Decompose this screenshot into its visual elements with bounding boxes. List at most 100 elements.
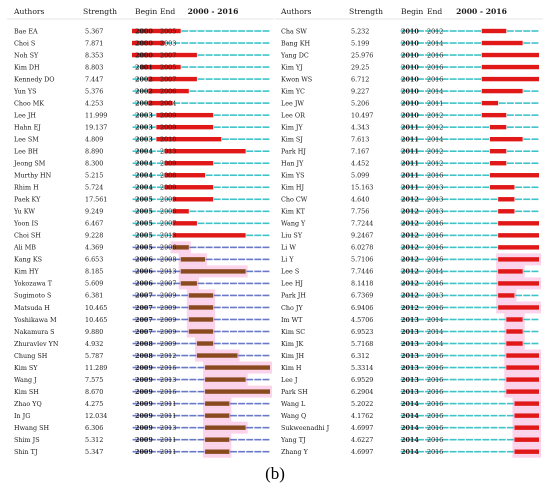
end-year: 2006: [160, 208, 176, 216]
strength-value: 4.6997: [351, 448, 373, 456]
end-year: 2016: [427, 232, 443, 240]
end-year: 2014: [427, 328, 443, 336]
begin-year: 2006: [135, 268, 153, 276]
begin-year: 2003: [135, 111, 153, 119]
burst-bar: [164, 173, 206, 178]
strength-value: 7.167: [351, 148, 369, 156]
author-name: Zhang Y: [281, 448, 309, 456]
strength-value: 9.227: [351, 87, 369, 95]
author-name: Kim JK: [281, 340, 303, 348]
author-name: Im WT: [281, 316, 303, 324]
end-year: 2008: [160, 256, 176, 264]
burst-bar: [205, 377, 246, 382]
figure-caption: (b): [265, 464, 285, 483]
author-name: Kim DH: [14, 63, 40, 71]
burst-bar: [506, 365, 539, 370]
strength-value: 8.185: [85, 268, 103, 276]
author-name: Shin TJ: [14, 448, 38, 456]
burst-bar: [148, 76, 197, 82]
author-name: Kim YS: [281, 172, 305, 180]
end-year: 2011: [160, 412, 176, 420]
begin-year: 2008: [135, 352, 153, 360]
begin-year: 2012: [401, 244, 419, 252]
strength-value: 4.1762: [351, 412, 373, 420]
strength-value: 5.232: [351, 27, 369, 35]
burst-bar: [498, 269, 523, 274]
strength-value: 25.976: [351, 51, 373, 59]
end-year: 2016: [427, 75, 443, 83]
burst-bar: [148, 100, 173, 106]
author-name: Yokozawa T: [13, 280, 53, 288]
strength-value: 6.306: [85, 424, 103, 432]
burst-bar: [205, 413, 230, 418]
begin-year: 2011: [401, 123, 419, 131]
end-year: 2010: [160, 135, 176, 143]
author-name: Kim KT: [281, 208, 306, 216]
strength-value: 7.575: [85, 376, 103, 384]
author-name: Kim SY: [14, 364, 38, 372]
author-name: Choo MK: [14, 99, 44, 107]
begin-year: 2013: [401, 328, 419, 336]
begin-year: 2004: [135, 172, 153, 180]
begin-year: 2011: [401, 135, 419, 143]
begin-year: 2007: [135, 316, 153, 324]
burst-bar: [489, 136, 523, 142]
author-name: Park SH: [281, 388, 308, 396]
begin-year: 2013: [401, 352, 419, 360]
end-year: 2016: [427, 388, 443, 396]
begin-year: 2005: [135, 232, 153, 240]
begin-year: 2012: [401, 292, 419, 300]
begin-year: 2007: [135, 292, 153, 300]
burst-bar: [132, 40, 165, 46]
author-name: Shim JS: [14, 436, 40, 444]
author-name: Yang DC: [280, 51, 309, 59]
strength-value: 6.7369: [351, 292, 373, 300]
burst-bar: [172, 221, 197, 226]
burst-bar: [514, 449, 539, 454]
end-year: 2013: [427, 208, 443, 216]
burst-bar: [514, 401, 539, 406]
author-name: Cho CW: [281, 196, 308, 204]
end-year: 2016: [427, 376, 443, 384]
strength-value: 6.312: [351, 352, 369, 360]
author-name: Park HJ: [281, 148, 306, 156]
strength-value: 4.640: [351, 196, 369, 204]
strength-value: 9.880: [85, 328, 103, 336]
begin-year: 2012: [401, 304, 419, 312]
begin-year: 2010: [401, 39, 419, 47]
author-name: Yang TJ: [280, 436, 306, 444]
end-year: 2009: [160, 111, 176, 119]
begin-year: 2013: [401, 340, 419, 348]
author-name: Li W: [281, 244, 296, 252]
burst-bar: [489, 124, 507, 130]
burst-bar: [205, 389, 270, 394]
begin-year: 2004: [135, 184, 153, 192]
strength-value: 4.6997: [351, 424, 373, 432]
begin-year: 2010: [401, 51, 419, 59]
strength-value: 5.787: [85, 352, 103, 360]
end-year: 2014: [427, 135, 443, 143]
author-name: Kim SH: [14, 388, 39, 396]
begin-year: 2002: [135, 99, 153, 107]
burst-bar: [205, 437, 230, 442]
burst-bar: [498, 293, 515, 298]
end-year: 2009: [160, 160, 176, 168]
end-year: 2008: [160, 172, 176, 180]
author-name: Lee SM: [14, 135, 39, 143]
burst-bar: [481, 52, 539, 58]
author-name: Lee JH: [14, 111, 36, 119]
author-name: Lee S: [281, 268, 299, 276]
author-name: Lee JW: [281, 99, 304, 107]
end-year: 2016: [427, 436, 443, 444]
author-name: Paek KY: [14, 196, 41, 204]
burst-bar: [164, 185, 214, 190]
author-name: Yoshikawa M: [13, 316, 57, 324]
burst-bar: [164, 161, 214, 166]
burst-bar: [489, 149, 507, 154]
author-name: Nakamura S: [14, 328, 55, 336]
author-name: In JG: [14, 412, 30, 420]
end-year: 2009: [160, 123, 176, 131]
strength-value: 4.343: [351, 123, 369, 131]
burst-bar: [132, 52, 197, 58]
begin-year: 2013: [401, 388, 419, 396]
